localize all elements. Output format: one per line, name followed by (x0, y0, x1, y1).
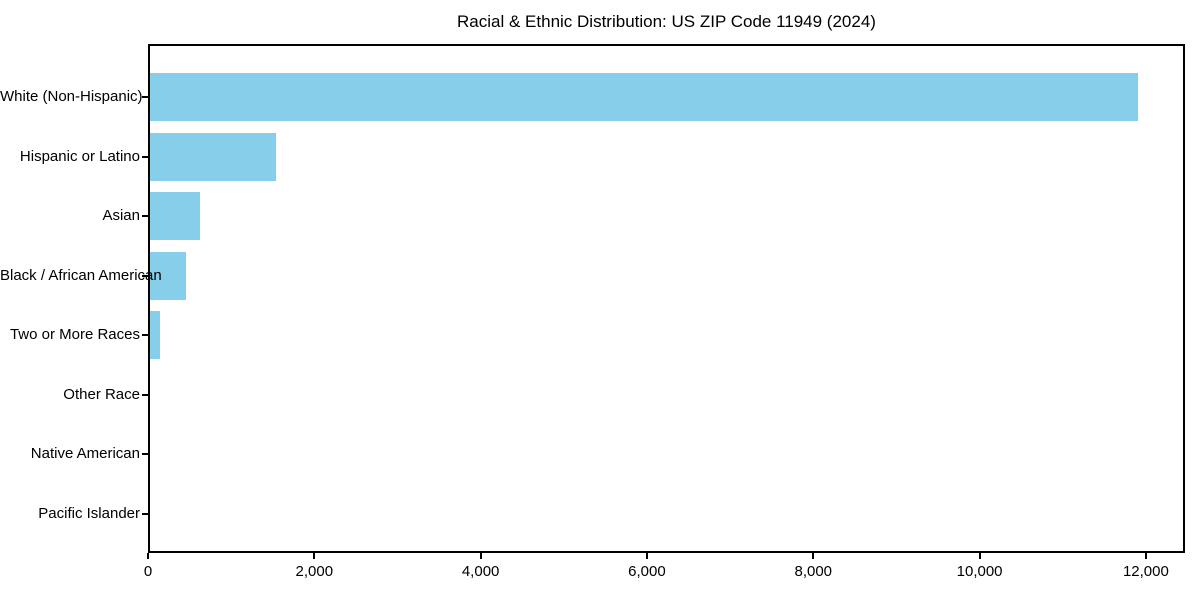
x-tick (645, 553, 648, 559)
y-axis-label: Native American (30, 445, 140, 462)
x-tick-label: 6,000 (628, 563, 666, 580)
x-tick (313, 553, 316, 559)
x-tick (978, 553, 981, 559)
y-tick (142, 96, 148, 98)
chart-title: Racial & Ethnic Distribution: US ZIP Cod… (457, 12, 876, 31)
bar (150, 132, 276, 181)
x-tick (479, 553, 482, 559)
y-axis-label: White (Non-Hispanic) (0, 88, 143, 105)
x-tick-label: 12,000 (1122, 563, 1169, 580)
x-tick (147, 553, 149, 559)
x-tick-label: 0 (143, 563, 153, 580)
y-tick (142, 453, 148, 455)
y-tick (142, 274, 148, 277)
x-tick-label: 8,000 (794, 563, 833, 580)
y-axis-label: Other Race (63, 385, 140, 403)
y-tick (142, 393, 148, 396)
bar (150, 73, 1138, 121)
x-tick-label: 4,000 (461, 563, 500, 580)
y-tick (142, 512, 148, 515)
y-axis-label: Asian (102, 207, 140, 224)
y-tick (142, 334, 148, 336)
y-tick (142, 215, 148, 217)
bar (150, 192, 200, 240)
y-axis-label: Black / African American (0, 266, 162, 284)
x-tick (1144, 553, 1147, 559)
x-tick (812, 553, 815, 559)
bar (150, 311, 160, 359)
y-tick (142, 155, 148, 158)
y-axis-label: Two or More Races (9, 326, 140, 343)
y-axis-label: Pacific Islander (38, 504, 140, 522)
bar (150, 251, 186, 300)
y-axis-label: Hispanic or Latino (19, 147, 140, 165)
x-tick-label: 10,000 (956, 563, 1003, 580)
x-tick-label: 2,000 (295, 563, 334, 580)
plot-frame (148, 44, 1185, 553)
